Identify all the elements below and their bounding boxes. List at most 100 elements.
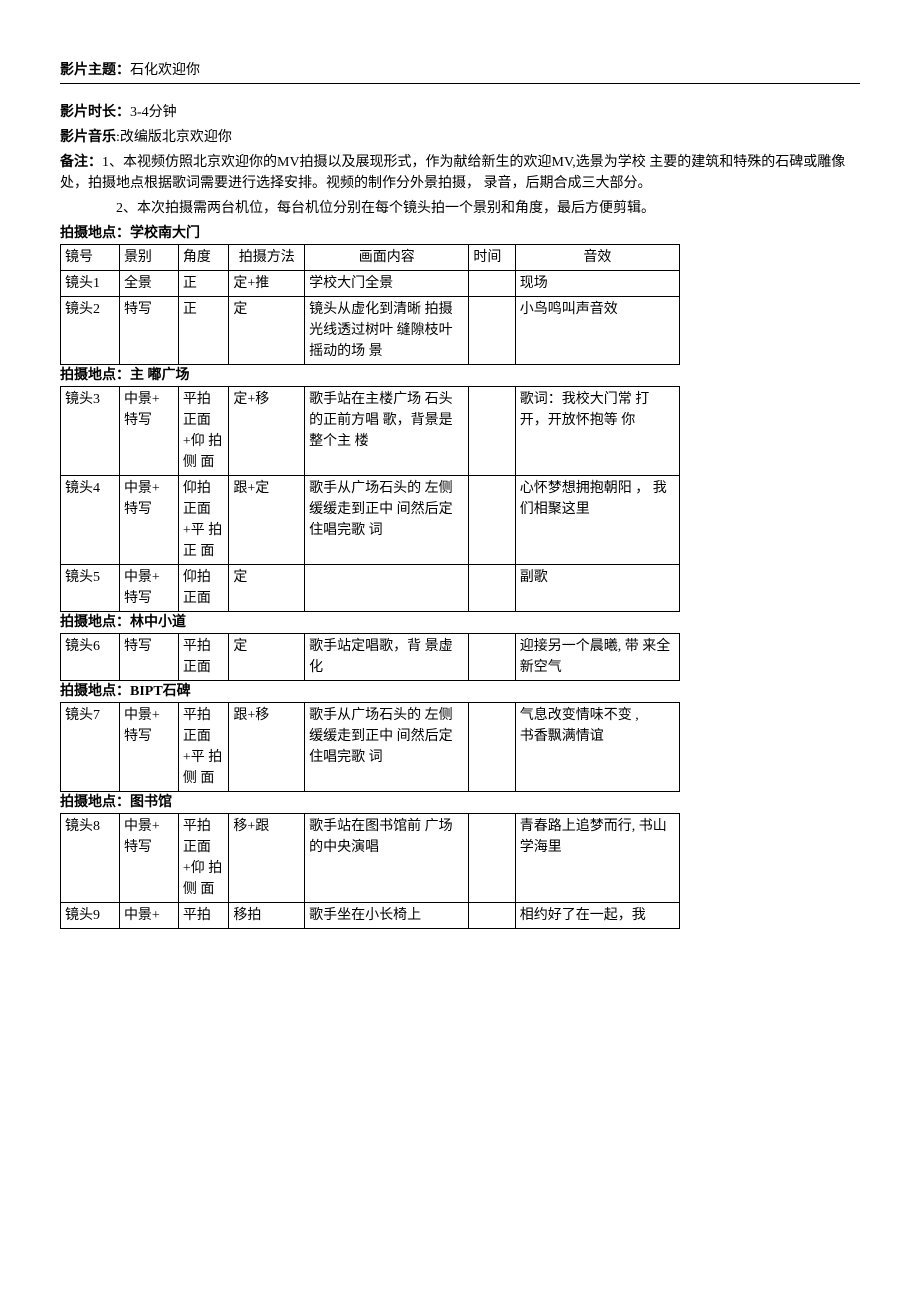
table-cell: 镜头从虚化到清晰 拍摄光线透过树叶 缝隙枝叶摇动的场 景 bbox=[305, 297, 469, 365]
table-cell bbox=[469, 634, 515, 681]
location-label: 拍摄地点： bbox=[60, 368, 130, 383]
table-cell: 全景 bbox=[119, 271, 178, 297]
location-header: 拍摄地点：林中小道 bbox=[60, 612, 860, 633]
table-cell bbox=[469, 903, 515, 929]
table-cell: 定 bbox=[229, 634, 305, 681]
table-cell: 镜头3 bbox=[61, 387, 120, 476]
table-cell: 中景+ 特写 bbox=[119, 565, 178, 612]
table-row: 镜头4中景+ 特写仰拍 正面 +平 拍正 面跟+定歌手从广场石头的 左侧缓缓走到… bbox=[61, 476, 680, 565]
table-cell: 现场 bbox=[515, 271, 679, 297]
table-cell: 镜头1 bbox=[61, 271, 120, 297]
table-header-row: 镜号景别角度拍摄方法画面内容时间音效 bbox=[61, 245, 680, 271]
notes-label: 备注： bbox=[60, 155, 102, 170]
table-header-cell: 画面内容 bbox=[305, 245, 469, 271]
location-name: 学校南大门 bbox=[130, 226, 200, 241]
table-header-cell: 音效 bbox=[515, 245, 679, 271]
table-cell: 迎接另一个晨曦, 带 来全新空气 bbox=[515, 634, 679, 681]
music-label: 影片音乐 bbox=[60, 130, 116, 145]
theme-label: 影片主题： bbox=[60, 63, 130, 78]
table-cell: 定+推 bbox=[229, 271, 305, 297]
table-row: 镜头5中景+ 特写仰拍 正面定 副歌 bbox=[61, 565, 680, 612]
table-cell: 副歌 bbox=[515, 565, 679, 612]
table-cell: 歌手站在图书馆前 广场的中央演唱 bbox=[305, 814, 469, 903]
table-cell: 镜头9 bbox=[61, 903, 120, 929]
film-theme: 影片主题：石化欢迎你 bbox=[60, 60, 860, 84]
table-row: 镜头9中景+平拍移拍歌手坐在小长椅上相约好了在一起，我 bbox=[61, 903, 680, 929]
location-label: 拍摄地点： bbox=[60, 615, 130, 630]
table-cell: 移+跟 bbox=[229, 814, 305, 903]
table-cell: 中景+ 特写 bbox=[119, 476, 178, 565]
table-cell: 平拍 正面 +平 拍侧 面 bbox=[178, 703, 229, 792]
table-cell bbox=[469, 565, 515, 612]
duration-label: 影片时长： bbox=[60, 105, 130, 120]
table-row: 镜头1全景正定+推学校大门全景 现场 bbox=[61, 271, 680, 297]
table-cell bbox=[305, 565, 469, 612]
shot-table: 镜头8中景+ 特写平拍 正面 +仰 拍侧 面移+跟歌手站在图书馆前 广场的中央演… bbox=[60, 813, 680, 929]
table-header-cell: 镜号 bbox=[61, 245, 120, 271]
table-cell: 正 bbox=[178, 297, 229, 365]
location-name: 图书馆 bbox=[130, 795, 172, 810]
table-cell: 平拍 bbox=[178, 903, 229, 929]
notes-block: 备注：1、本视频仿照北京欢迎你的MV拍摄以及展现形式，作为献给新生的欢迎MV,选… bbox=[60, 152, 860, 194]
table-cell: 中景+ 特写 bbox=[119, 387, 178, 476]
table-cell: 歌手站定唱歌，背 景虚化 bbox=[305, 634, 469, 681]
table-cell: 歌手从广场石头的 左侧缓缓走到正中 间然后定住唱完歌 词 bbox=[305, 703, 469, 792]
table-cell: 镜头7 bbox=[61, 703, 120, 792]
location-name: 主 嘟广场 bbox=[130, 368, 190, 383]
table-cell: 特写 bbox=[119, 634, 178, 681]
table-cell: 移拍 bbox=[229, 903, 305, 929]
table-cell: 特写 bbox=[119, 297, 178, 365]
table-cell: 镜头5 bbox=[61, 565, 120, 612]
note-1: 1、本视频仿照北京欢迎你的MV拍摄以及展现形式，作为献给新生的欢迎MV,选景为学… bbox=[60, 155, 845, 191]
shot-table: 镜头7中景+ 特写平拍 正面 +平 拍侧 面跟+移歌手从广场石头的 左侧缓缓走到… bbox=[60, 702, 680, 792]
location-header: 拍摄地点：学校南大门 bbox=[60, 223, 860, 244]
table-cell: 镜头2 bbox=[61, 297, 120, 365]
shot-table: 镜头6特写平拍 正面定歌手站定唱歌，背 景虚化迎接另一个晨曦, 带 来全新空气 bbox=[60, 633, 680, 681]
table-cell: 心怀梦想拥抱朝阳 ， 我们相聚这里 bbox=[515, 476, 679, 565]
location-label: 拍摄地点： bbox=[60, 684, 130, 699]
table-cell: 镜头6 bbox=[61, 634, 120, 681]
note-2: 2、本次拍摄需两台机位，每台机位分别在每个镜头拍一个景别和角度，最后方便剪辑。 bbox=[60, 198, 860, 219]
location-header: 拍摄地点：图书馆 bbox=[60, 792, 860, 813]
table-row: 镜头7中景+ 特写平拍 正面 +平 拍侧 面跟+移歌手从广场石头的 左侧缓缓走到… bbox=[61, 703, 680, 792]
location-label: 拍摄地点： bbox=[60, 226, 130, 241]
table-cell: 正 bbox=[178, 271, 229, 297]
location-name: 林中小道 bbox=[130, 615, 186, 630]
table-cell: 歌手坐在小长椅上 bbox=[305, 903, 469, 929]
table-cell: 跟+移 bbox=[229, 703, 305, 792]
table-cell: 仰拍 正面 bbox=[178, 565, 229, 612]
table-cell: 歌手从广场石头的 左侧缓缓走到正中 间然后定住唱完歌 词 bbox=[305, 476, 469, 565]
table-cell bbox=[469, 814, 515, 903]
table-header-cell: 拍摄方法 bbox=[229, 245, 305, 271]
table-cell bbox=[469, 387, 515, 476]
table-cell bbox=[469, 271, 515, 297]
location-header: 拍摄地点：主 嘟广场 bbox=[60, 365, 860, 386]
table-cell: 镜头4 bbox=[61, 476, 120, 565]
table-cell: 镜头8 bbox=[61, 814, 120, 903]
table-cell: 小鸟鸣叫声音效 bbox=[515, 297, 679, 365]
table-cell: 平拍 正面 +仰 拍侧 面 bbox=[178, 814, 229, 903]
table-row: 镜头6特写平拍 正面定歌手站定唱歌，背 景虚化迎接另一个晨曦, 带 来全新空气 bbox=[61, 634, 680, 681]
music-value: :改编版北京欢迎你 bbox=[116, 130, 232, 145]
table-header-cell: 角度 bbox=[178, 245, 229, 271]
table-cell: 学校大门全景 bbox=[305, 271, 469, 297]
table-cell: 中景+ 特写 bbox=[119, 814, 178, 903]
location-name: BIPT石碑 bbox=[130, 684, 191, 699]
table-cell: 中景+ bbox=[119, 903, 178, 929]
table-cell: 平拍 正面 +仰 拍侧 面 bbox=[178, 387, 229, 476]
table-cell bbox=[469, 476, 515, 565]
theme-value: 石化欢迎你 bbox=[130, 63, 200, 78]
locations-container: 拍摄地点：学校南大门镜号景别角度拍摄方法画面内容时间音效镜头1全景正定+推学校大… bbox=[60, 223, 860, 929]
table-row: 镜头8中景+ 特写平拍 正面 +仰 拍侧 面移+跟歌手站在图书馆前 广场的中央演… bbox=[61, 814, 680, 903]
table-cell: 气息改变情味不变 , 书香飘满情谊 bbox=[515, 703, 679, 792]
duration-value: 3-4分钟 bbox=[130, 105, 177, 120]
table-cell: 仰拍 正面 +平 拍正 面 bbox=[178, 476, 229, 565]
table-cell: 定+移 bbox=[229, 387, 305, 476]
table-cell: 歌手站在主楼广场 石头的正前方唱 歌，背景是整个主 楼 bbox=[305, 387, 469, 476]
table-row: 镜头3中景+ 特写平拍 正面 +仰 拍侧 面定+移歌手站在主楼广场 石头的正前方… bbox=[61, 387, 680, 476]
film-music: 影片音乐:改编版北京欢迎你 bbox=[60, 127, 860, 148]
table-header-cell: 时间 bbox=[469, 245, 515, 271]
table-cell: 定 bbox=[229, 297, 305, 365]
table-cell: 定 bbox=[229, 565, 305, 612]
table-cell bbox=[469, 297, 515, 365]
